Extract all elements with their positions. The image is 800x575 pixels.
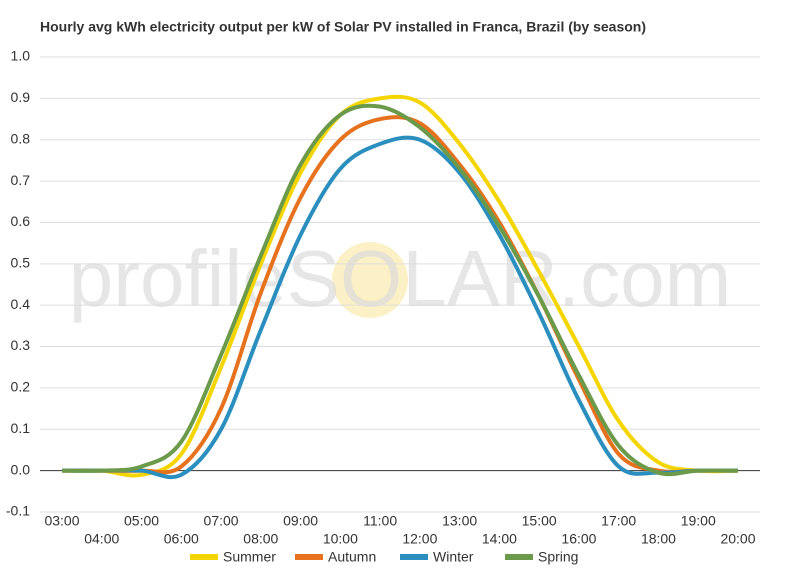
legend-label: Summer xyxy=(223,549,276,565)
line xyxy=(61,94,739,478)
legend-label: Spring xyxy=(538,549,578,565)
legend-swatch xyxy=(505,554,533,560)
legend-label: Autumn xyxy=(328,549,376,565)
x-tick-label: 12:00 xyxy=(402,531,437,547)
y-tick-label: 0.0 xyxy=(11,461,31,477)
y-tick-label: 0.2 xyxy=(11,379,31,395)
x-tick-label: 19:00 xyxy=(681,513,716,529)
x-tick-label: 04:00 xyxy=(84,531,119,547)
x-tick-label: 14:00 xyxy=(482,531,517,547)
legend-swatch xyxy=(400,554,428,560)
x-tick-label: 05:00 xyxy=(124,513,159,529)
x-tick-label: 09:00 xyxy=(283,513,318,529)
watermark: profileSOLAR.com xyxy=(69,234,731,323)
x-tick-label: 10:00 xyxy=(323,531,358,547)
x-tick-label: 20:00 xyxy=(720,531,755,547)
y-tick-label: 0.9 xyxy=(11,89,31,105)
legend-label: Winter xyxy=(433,549,474,565)
legend-swatch xyxy=(295,554,323,560)
x-tick-label: 08:00 xyxy=(243,531,278,547)
y-tick-label: 0.8 xyxy=(11,130,31,146)
legend-swatch xyxy=(190,554,218,560)
line xyxy=(61,115,738,475)
x-tick-label: 15:00 xyxy=(522,513,557,529)
chart-title: Hourly avg kWh electricity output per kW… xyxy=(40,19,646,35)
x-tick-label: 17:00 xyxy=(601,513,636,529)
x-tick-label: 16:00 xyxy=(561,531,596,547)
y-tick-label: 0.3 xyxy=(11,337,31,353)
watermark-sun xyxy=(332,242,408,318)
x-tick-label: 18:00 xyxy=(641,531,676,547)
y-tick-label: 0.6 xyxy=(11,213,31,229)
y-tick-label: -0.1 xyxy=(6,503,30,519)
x-tick-label: 11:00 xyxy=(363,513,397,529)
line xyxy=(61,103,739,477)
x-tick-label: 03:00 xyxy=(44,513,79,529)
y-tick-label: 0.5 xyxy=(11,255,31,271)
x-tick-label: 06:00 xyxy=(164,531,199,547)
y-tick-label: 0.7 xyxy=(11,172,31,188)
x-tick-label: 13:00 xyxy=(442,513,477,529)
x-tick-label: 07:00 xyxy=(204,513,239,529)
line xyxy=(61,135,739,480)
y-tick-label: 0.1 xyxy=(11,420,31,436)
y-tick-label: 1.0 xyxy=(11,48,31,64)
y-tick-label: 0.4 xyxy=(11,296,31,312)
